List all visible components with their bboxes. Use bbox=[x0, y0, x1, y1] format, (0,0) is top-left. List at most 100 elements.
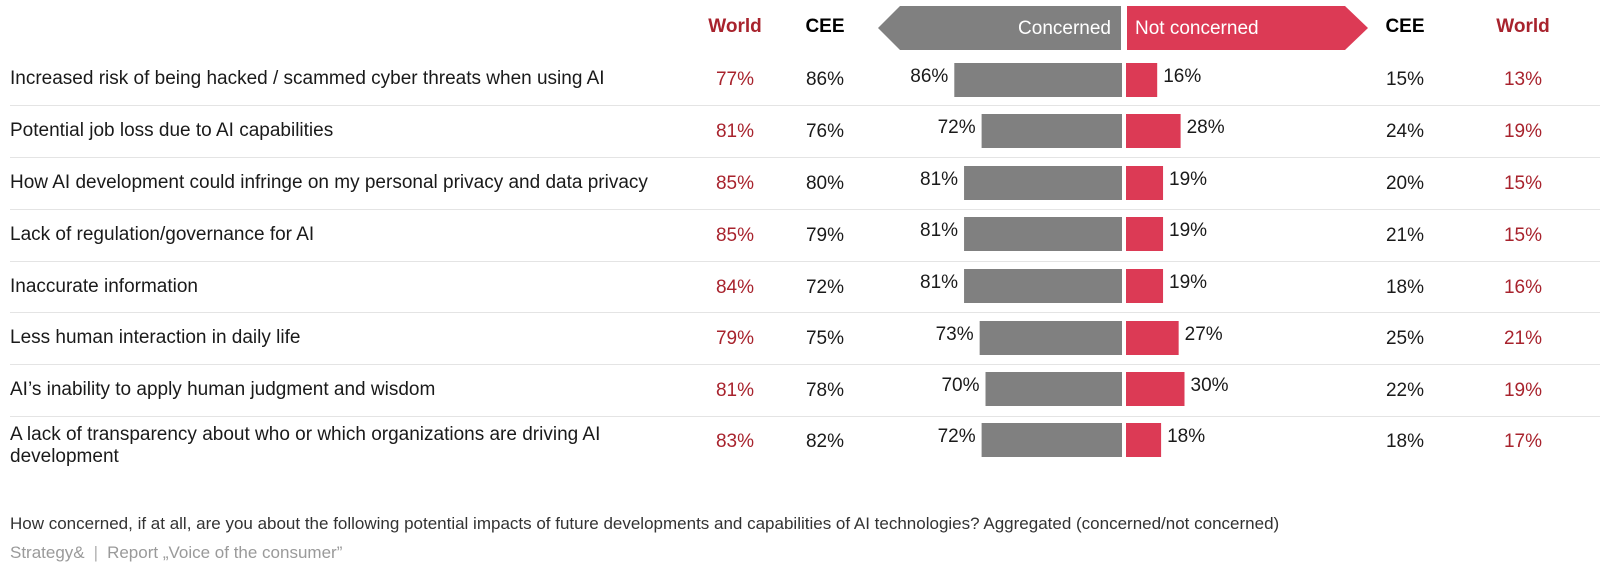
world-not-concerned-value: 16% bbox=[1503, 277, 1543, 298]
cee-not-concerned-value: 18% bbox=[1385, 431, 1425, 452]
world-not-concerned-value: 13% bbox=[1503, 69, 1543, 90]
table-row: AI’s inability to apply human judgment a… bbox=[0, 365, 1600, 417]
cee-concerned-value: 79% bbox=[805, 225, 845, 246]
row-label: Lack of regulation/governance for AI bbox=[10, 224, 315, 245]
world-concerned-value: 85% bbox=[715, 173, 755, 194]
header-world-left: World bbox=[708, 16, 762, 37]
header-cee-right: CEE bbox=[1385, 16, 1425, 37]
world-not-concerned-value: 19% bbox=[1503, 380, 1543, 401]
table-row: A lack of transparency about who or whic… bbox=[0, 417, 1600, 475]
row-divider bbox=[10, 312, 1600, 313]
not-concerned-bar-label: 18% bbox=[1167, 426, 1205, 447]
row-divider bbox=[10, 261, 1600, 262]
concerned-bar bbox=[954, 63, 1122, 97]
source-line: Strategy& | Report „Voice of the consumer” bbox=[10, 543, 342, 563]
concerned-bar-label: 73% bbox=[936, 324, 974, 345]
header-cee-left: CEE bbox=[805, 16, 845, 37]
not-concerned-bar bbox=[1126, 423, 1162, 457]
table-row: Lack of regulation/governance for AI 85% 7… bbox=[0, 210, 1600, 262]
row-divider bbox=[10, 105, 1600, 106]
cee-concerned-value: 72% bbox=[805, 277, 845, 298]
row-label: Increased risk of being hacked / scammed… bbox=[10, 68, 605, 89]
concerned-bar bbox=[979, 321, 1122, 355]
world-concerned-value: 83% bbox=[715, 431, 755, 452]
row-divider bbox=[10, 157, 1600, 158]
not-concerned-bar-label: 19% bbox=[1169, 220, 1207, 241]
concerned-bar-label: 70% bbox=[941, 375, 979, 396]
row-label: Potential job loss due to AI capabilitie… bbox=[10, 120, 334, 141]
table-row: Potential job loss due to AI capabilitie… bbox=[0, 106, 1600, 158]
world-not-concerned-value: 19% bbox=[1503, 121, 1543, 142]
not-concerned-bar-label: 27% bbox=[1185, 324, 1223, 345]
world-concerned-value: 79% bbox=[715, 328, 755, 349]
legend-banner: Concerned Not concerned bbox=[878, 6, 1368, 50]
row-label: Less human interaction in daily life bbox=[10, 327, 301, 348]
world-concerned-value: 81% bbox=[715, 380, 755, 401]
not-concerned-bar bbox=[1126, 372, 1185, 406]
not-concerned-bar bbox=[1126, 166, 1164, 200]
source-separator: | bbox=[93, 543, 99, 562]
cee-not-concerned-value: 18% bbox=[1385, 277, 1425, 298]
not-concerned-bar bbox=[1126, 217, 1164, 251]
not-concerned-bar-label: 19% bbox=[1169, 169, 1207, 190]
cee-concerned-value: 76% bbox=[805, 121, 845, 142]
cee-not-concerned-value: 24% bbox=[1385, 121, 1425, 142]
row-divider bbox=[10, 364, 1600, 365]
row-label: AI’s inability to apply human judgment a… bbox=[10, 379, 436, 400]
world-not-concerned-value: 15% bbox=[1503, 173, 1543, 194]
not-concerned-bar-label: 30% bbox=[1191, 375, 1229, 396]
concerned-bar-label: 81% bbox=[920, 272, 958, 293]
concerned-bar-label: 81% bbox=[920, 169, 958, 190]
cee-concerned-value: 75% bbox=[805, 328, 845, 349]
survey-question: How concerned, if at all, are you about … bbox=[10, 514, 1280, 533]
world-concerned-value: 84% bbox=[715, 277, 755, 298]
brand-name: Strategy& bbox=[10, 543, 85, 562]
world-not-concerned-value: 15% bbox=[1503, 225, 1543, 246]
cee-concerned-value: 78% bbox=[805, 380, 845, 401]
not-concerned-bar-label: 16% bbox=[1163, 66, 1201, 87]
concerned-banner bbox=[878, 6, 1121, 50]
concerned-bar bbox=[981, 114, 1122, 148]
cee-concerned-value: 80% bbox=[805, 173, 845, 194]
row-divider bbox=[10, 416, 1600, 417]
cee-concerned-value: 86% bbox=[805, 69, 845, 90]
row-label: A lack of transparency about who or whic… bbox=[10, 424, 601, 467]
cee-not-concerned-value: 21% bbox=[1385, 225, 1425, 246]
diverging-bar-chart: 86% 16% 72% 28% 81% 19% 81% 19% 81% 19% 73% 27% 70% 3… bbox=[910, 63, 1229, 457]
concerned-bar-label: 72% bbox=[938, 117, 976, 138]
world-not-concerned-value: 17% bbox=[1503, 431, 1543, 452]
world-concerned-value: 81% bbox=[715, 121, 755, 142]
world-not-concerned-value: 21% bbox=[1503, 328, 1543, 349]
not-concerned-legend-label: Not concerned bbox=[1135, 18, 1259, 39]
report-name: Report „Voice of the consumer” bbox=[107, 543, 343, 562]
not-concerned-bar bbox=[1126, 63, 1158, 97]
concerned-bar bbox=[964, 166, 1122, 200]
not-concerned-bar bbox=[1126, 321, 1179, 355]
not-concerned-bar-label: 28% bbox=[1187, 117, 1225, 138]
not-concerned-bar bbox=[1126, 269, 1164, 303]
cee-not-concerned-value: 20% bbox=[1385, 173, 1425, 194]
world-concerned-value: 77% bbox=[715, 69, 755, 90]
concerned-bar-label: 72% bbox=[938, 426, 976, 447]
concerned-bar-label: 86% bbox=[910, 66, 948, 87]
cee-not-concerned-value: 25% bbox=[1385, 328, 1425, 349]
concerned-bar bbox=[964, 269, 1122, 303]
row-label: Inaccurate information bbox=[10, 276, 198, 297]
concerned-bar-label: 81% bbox=[920, 220, 958, 241]
row-divider bbox=[10, 209, 1600, 210]
cee-not-concerned-value: 15% bbox=[1385, 69, 1425, 90]
not-concerned-bar-label: 19% bbox=[1169, 272, 1207, 293]
world-concerned-value: 85% bbox=[715, 225, 755, 246]
table-row: Increased risk of being hacked / scammed… bbox=[0, 54, 1600, 106]
concerned-bar bbox=[964, 217, 1122, 251]
table-row: How AI development could infringe on my … bbox=[0, 158, 1600, 210]
not-concerned-bar bbox=[1126, 114, 1181, 148]
cee-not-concerned-value: 22% bbox=[1385, 380, 1425, 401]
concerned-legend-label: Concerned bbox=[1018, 18, 1111, 39]
table-row: Less human interaction in daily life 79% 7… bbox=[0, 313, 1600, 365]
row-label: How AI development could infringe on my … bbox=[10, 172, 648, 193]
concerned-bar bbox=[985, 372, 1122, 406]
not-concerned-banner bbox=[1127, 6, 1368, 50]
header-world-right: World bbox=[1496, 16, 1550, 37]
cee-concerned-value: 82% bbox=[805, 431, 845, 452]
